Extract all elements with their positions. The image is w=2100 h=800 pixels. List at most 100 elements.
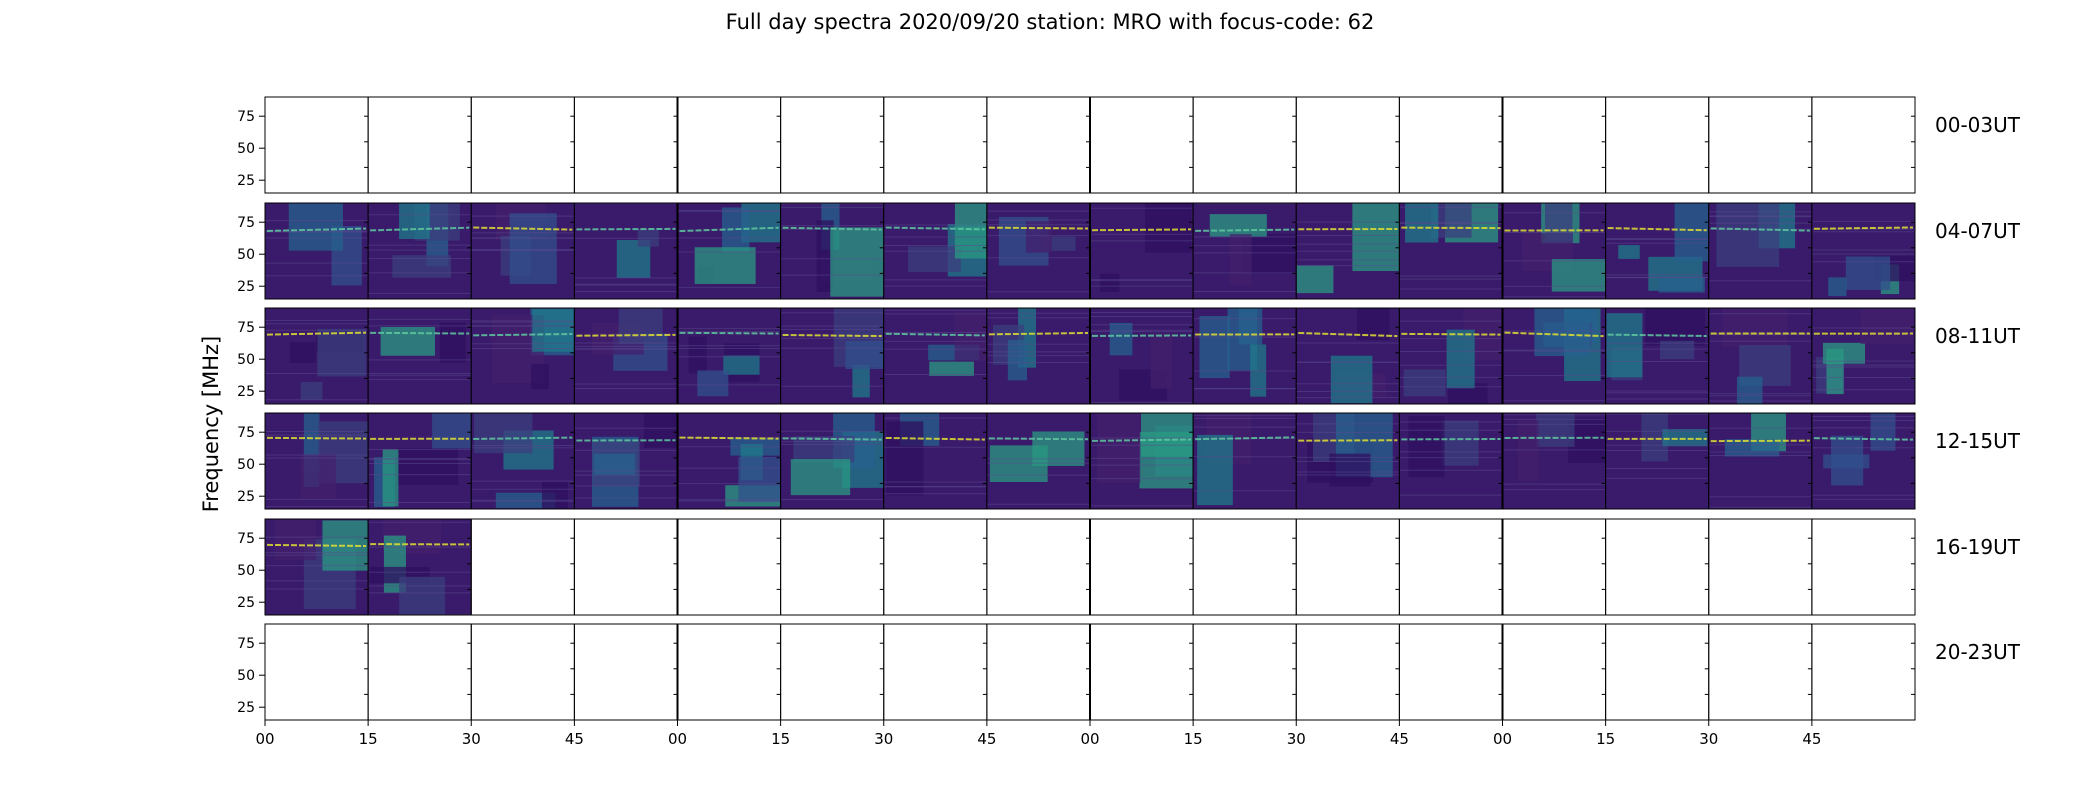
spectrogram-panel — [368, 203, 472, 299]
spectrogram-panel — [677, 413, 781, 509]
spectrogram-panel — [677, 308, 781, 404]
spectrogram-panel — [1090, 308, 1194, 404]
panel-frame — [986, 518, 1091, 616]
panel-frame — [1605, 96, 1710, 194]
spectrogram-panel — [574, 413, 678, 509]
y-tick-label: 50 — [237, 141, 255, 157]
panel-frame — [1811, 412, 1916, 510]
spectrogram-panel — [1296, 413, 1400, 509]
panel-frame — [883, 518, 988, 616]
x-tick-label: 30 — [1699, 730, 1718, 748]
y-tick-label: 75 — [237, 109, 255, 125]
x-tick-label: 00 — [255, 730, 274, 748]
x-tick-label: 45 — [977, 730, 996, 748]
row-label: 08-11UT — [1935, 324, 2021, 348]
spectrogram-panel — [574, 202, 678, 299]
panel-frame — [1089, 96, 1194, 194]
panel-frame — [1811, 307, 1916, 405]
x-tick-label: 00 — [668, 730, 687, 748]
spectrogram-panel — [1296, 203, 1400, 299]
panel-frame — [883, 623, 988, 721]
spectrogram-panel — [986, 203, 1090, 299]
panel-frame — [470, 623, 575, 721]
spectrogram-panel — [883, 413, 987, 509]
spectrogram-panel — [1502, 203, 1606, 300]
panel-frame — [677, 96, 782, 194]
spectrogram-panel — [780, 203, 884, 299]
spectrogram-panel — [265, 413, 369, 509]
panel-frame — [470, 96, 575, 194]
spectrogram-panel — [1399, 308, 1503, 404]
panel-frame — [470, 518, 575, 616]
panel-frame — [1192, 96, 1297, 194]
row-16-19UT: 75 50 25 16-19UT — [237, 518, 2021, 616]
panel-frame — [677, 623, 782, 721]
row-08-11UT: 75 50 25 08-11UT — [237, 307, 2021, 405]
x-tick-label: 30 — [462, 730, 481, 748]
panel-frame — [1708, 96, 1813, 194]
y-tick-label: 75 — [237, 320, 255, 336]
spectrogram-panel — [986, 413, 1090, 510]
spectrogram-panel — [368, 413, 472, 509]
panel-frame — [1398, 518, 1503, 616]
y-tick-label: 50 — [237, 352, 255, 368]
spectrogram-panel — [1811, 203, 1915, 299]
panel-frame — [1089, 623, 1194, 721]
y-tick-label: 25 — [237, 700, 255, 716]
spectrogram-panel — [368, 308, 472, 404]
panel-frame — [1192, 623, 1297, 721]
spectrogram-panel — [780, 413, 884, 510]
spectrogram-panel — [883, 308, 987, 404]
row-12-15UT: 75 50 25 12-15UT — [237, 412, 2021, 510]
x-tick-label: 45 — [1390, 730, 1409, 748]
panel-frame — [1811, 202, 1916, 300]
row-label: 12-15UT — [1935, 429, 2021, 453]
x-tick-label: 00 — [1493, 730, 1512, 748]
spectrogram-panel — [986, 308, 1090, 404]
spectrogram-panel — [471, 413, 575, 509]
y-tick-label: 50 — [237, 668, 255, 684]
y-tick-label: 50 — [237, 457, 255, 473]
x-tick-label: 15 — [1184, 730, 1203, 748]
spectrogram-panel — [368, 519, 472, 615]
panel-frame — [1605, 518, 1710, 616]
panel-frame — [1708, 518, 1813, 616]
x-tick-label: 30 — [874, 730, 893, 748]
panel-frame — [573, 518, 678, 616]
panel-frame — [780, 518, 885, 616]
panel-frame — [1502, 623, 1607, 721]
spectrogram-panel — [265, 519, 369, 615]
spectrogram-panel — [1399, 413, 1503, 509]
spectrogram-panel — [1708, 308, 1812, 404]
row-label: 20-23UT — [1935, 640, 2021, 664]
spectrogram-panel — [1811, 413, 1915, 509]
panel-frame — [780, 96, 885, 194]
page-title: Full day spectra 2020/09/20 station: MRO… — [725, 10, 1375, 34]
panel-frame — [1811, 518, 1916, 616]
spectrogram-panel — [1296, 308, 1400, 404]
panel-frame — [367, 623, 472, 721]
panel-frame — [1708, 623, 1813, 721]
y-tick-label: 75 — [237, 531, 255, 547]
panel-frame — [1811, 623, 1916, 721]
panel-frame — [986, 96, 1091, 194]
panel-frame — [677, 518, 782, 616]
spectrogram-panel — [1502, 308, 1606, 404]
panel-frame — [1295, 96, 1400, 194]
panel-frame — [1605, 623, 1710, 721]
row-00-03UT: 75 50 25 00-03UT — [237, 96, 2021, 194]
panel-frame — [264, 623, 369, 721]
spectrogram-panel — [265, 203, 369, 299]
spectrogram-panel — [1605, 308, 1709, 404]
y-tick-label: 25 — [237, 384, 255, 400]
panel-frame — [264, 96, 369, 194]
spectrogram-panel — [471, 308, 575, 404]
spectrogram-panel — [1605, 413, 1709, 509]
spectrogram-panel — [265, 308, 369, 405]
panel-frame — [1502, 518, 1607, 616]
x-tick-label: 15 — [771, 730, 790, 748]
spectrogram-panel — [1605, 203, 1709, 299]
panel-frame — [1295, 518, 1400, 616]
y-tick-label: 25 — [237, 595, 255, 611]
